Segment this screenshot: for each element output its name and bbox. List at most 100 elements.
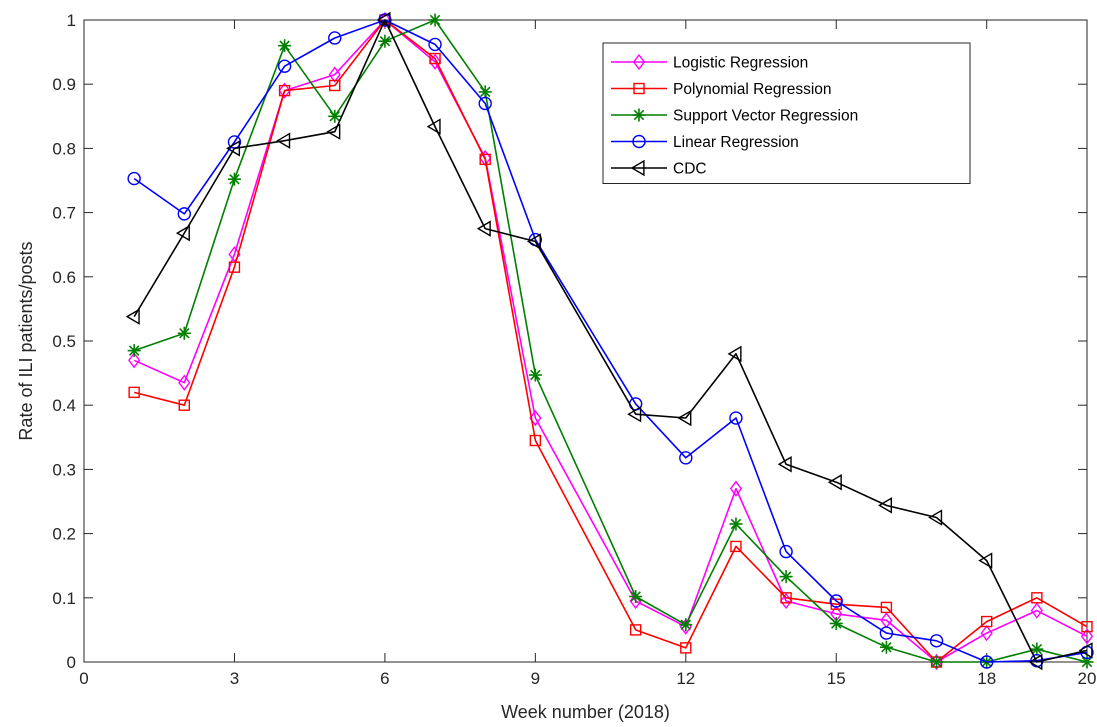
data-point-logistic-regression: [729, 480, 743, 497]
data-point-support-vector-regression: [1080, 655, 1094, 669]
data-point-logistic-regression: [428, 53, 442, 70]
data-point-logistic-regression: [479, 149, 492, 167]
x-tick-label: 0: [79, 669, 88, 688]
data-point-support-vector-regression: [779, 570, 793, 584]
x-tick-label: 9: [531, 669, 540, 688]
y-tick-label: 0.3: [52, 460, 76, 479]
data-point-cdc: [426, 118, 441, 135]
y-tick-label: 0.5: [52, 332, 76, 351]
data-point-linear-regression: [729, 411, 743, 425]
data-point-cdc: [727, 345, 742, 363]
data-point-linear-regression: [829, 594, 843, 608]
data-point-linear-regression: [779, 544, 793, 559]
data-point-linear-regression: [929, 634, 944, 648]
legend-label: Polynomial Regression: [673, 81, 832, 98]
data-point-polynomial-regression: [128, 386, 140, 399]
legend: Logistic Regression Polynomial Regression…: [602, 42, 971, 184]
data-point-linear-regression: [177, 207, 192, 221]
data-point-polynomial-regression: [278, 84, 291, 97]
legend-item-cdc: CDC: [611, 159, 707, 178]
data-point-cdc: [827, 474, 842, 491]
series-line-cdc: [133, 19, 1088, 663]
data-point-support-vector-regression: [227, 172, 241, 186]
data-point-support-vector-regression: [629, 590, 643, 604]
data-point-support-vector-regression: [1030, 642, 1044, 656]
data-point-linear-regression: [328, 31, 342, 45]
data-point-cdc: [627, 405, 642, 423]
y-tick-label: 0: [67, 653, 76, 672]
data-point-cdc: [777, 456, 792, 473]
x-tick-label: 20: [1078, 669, 1097, 688]
data-point-cdc: [928, 509, 943, 526]
data-point-polynomial-regression: [329, 79, 341, 92]
series-layer: [125, 11, 1094, 671]
data-point-support-vector-regression: [930, 655, 944, 669]
data-point-cdc: [326, 123, 341, 140]
data-point-cdc: [226, 140, 241, 157]
data-point-support-vector-regression: [679, 618, 693, 632]
legend-item-polynomial-regression: Polynomial Regression: [611, 81, 832, 98]
data-point-linear-regression: [428, 37, 442, 52]
data-point-polynomial-regression: [228, 261, 241, 273]
data-point-cdc: [978, 552, 993, 569]
data-point-cdc: [125, 308, 140, 325]
legend-swatch-marker: [633, 82, 645, 95]
x-axis-label: Week number (2018): [501, 702, 670, 722]
data-point-cdc: [878, 497, 892, 514]
data-point-cdc: [677, 409, 692, 427]
data-point-linear-regression: [679, 451, 693, 465]
data-point-polynomial-regression: [780, 592, 792, 604]
data-point-logistic-regression: [529, 409, 542, 427]
legend-item-support-vector-regression: Support Vector Regression: [611, 108, 858, 125]
data-point-linear-regression: [980, 655, 994, 669]
data-point-polynomial-regression: [1031, 592, 1043, 604]
series-cdc: [125, 11, 1093, 671]
data-point-cdc: [1028, 653, 1043, 671]
data-point-polynomial-regression: [629, 624, 642, 636]
x-tick-label: 12: [676, 669, 695, 688]
data-point-logistic-regression: [980, 624, 993, 642]
legend-swatch-marker: [632, 53, 646, 71]
data-point-cdc: [276, 132, 291, 149]
x-tick-label: 6: [380, 669, 389, 688]
legend-item-logistic-regression: Logistic Regression: [611, 53, 808, 72]
data-point-linear-regression: [277, 59, 292, 73]
data-point-polynomial-regression: [730, 540, 742, 553]
x-tick-label: 3: [230, 669, 239, 688]
legend-swatch-marker: [630, 159, 645, 177]
legend-label: CDC: [673, 161, 707, 178]
data-point-linear-regression: [127, 171, 141, 186]
y-axis-label: Rate of ILI patients/posts: [16, 241, 36, 440]
data-point-support-vector-regression: [127, 344, 141, 358]
data-point-support-vector-regression: [829, 616, 843, 630]
data-point-polynomial-regression: [529, 434, 542, 447]
y-tick-label: 1: [67, 11, 76, 30]
data-point-linear-regression: [879, 626, 894, 640]
data-point-support-vector-regression: [879, 640, 893, 654]
data-point-cdc: [476, 220, 491, 237]
data-point-polynomial-regression: [981, 615, 993, 628]
data-point-logistic-regression: [178, 374, 191, 391]
x-tick-label: 15: [827, 669, 846, 688]
y-tick-label: 0.8: [52, 139, 76, 158]
legend-label: Linear Regression: [673, 134, 799, 151]
legend-swatch-marker: [632, 108, 646, 122]
data-point-support-vector-regression: [328, 109, 342, 123]
axes: 0 3 6 9 12 15 18 20 0 0.1 0.2 0.3 0.4 0.5 0.6 0.7 0.8 0.9…: [52, 11, 1096, 688]
data-point-linear-regression: [478, 96, 492, 111]
data-point-support-vector-regression: [378, 34, 392, 48]
legend-box: [602, 42, 971, 184]
data-point-support-vector-regression: [428, 13, 442, 27]
data-point-cdc: [526, 233, 541, 250]
y-tick-label: 0.9: [52, 75, 76, 94]
data-point-support-vector-regression: [177, 326, 191, 340]
legend-label: Logistic Regression: [673, 55, 808, 72]
legend-item-linear-regression: Linear Regression: [611, 134, 799, 151]
data-point-logistic-regression: [128, 352, 141, 369]
data-point-polynomial-regression: [880, 601, 893, 614]
series-line-linear-regression: [133, 19, 1088, 663]
y-tick-label: 0.7: [52, 204, 76, 223]
data-point-polynomial-regression: [429, 52, 441, 65]
data-point-logistic-regression: [328, 66, 341, 83]
